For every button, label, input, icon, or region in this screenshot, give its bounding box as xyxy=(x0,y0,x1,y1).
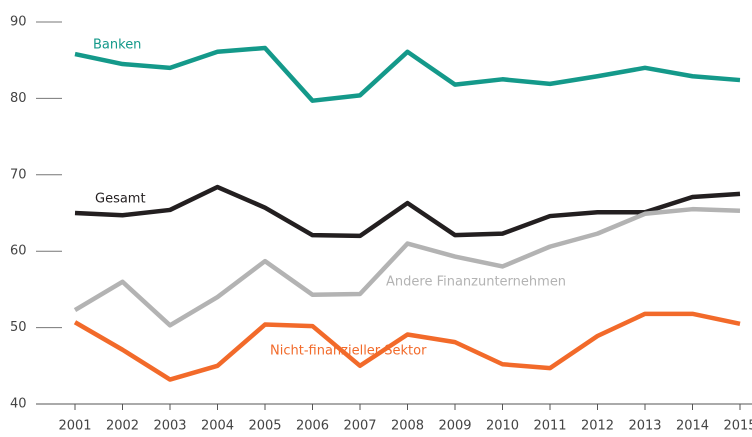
x-tick-label: 2004 xyxy=(201,419,234,434)
x-tick-label: 2005 xyxy=(248,419,281,434)
y-tick-label: 70 xyxy=(10,167,27,182)
x-tick-label: 2002 xyxy=(106,419,139,434)
x-tick-label: 2014 xyxy=(676,419,709,434)
x-tick-label: 2007 xyxy=(343,419,376,434)
x-tick-label: 2012 xyxy=(581,419,614,434)
y-tick-label: 50 xyxy=(10,320,27,335)
series-line xyxy=(74,184,741,239)
series-label: Banken xyxy=(93,38,141,53)
x-tick-label: 2010 xyxy=(486,419,519,434)
x-tick-label: 2001 xyxy=(58,419,91,434)
y-tick-label: 60 xyxy=(10,244,27,259)
series-label: Andere Finanzunternehmen xyxy=(386,275,566,290)
y-tick-label: 40 xyxy=(10,397,27,412)
series-label: Nicht-finanzieller Sektor xyxy=(270,344,427,359)
x-tick-label: 2013 xyxy=(628,419,661,434)
x-tick-label: 2006 xyxy=(296,419,329,434)
x-tick-label: 2003 xyxy=(153,419,186,434)
series-label: Gesamt xyxy=(95,192,146,207)
x-tick-label: 2008 xyxy=(391,419,424,434)
y-tick-label: 90 xyxy=(10,15,27,30)
x-tick-label: 2011 xyxy=(533,419,566,434)
series-line xyxy=(74,45,741,103)
y-tick-label: 80 xyxy=(10,91,27,106)
x-tick-label: 2015 xyxy=(723,419,752,434)
series-line xyxy=(73,311,741,382)
series-line xyxy=(73,206,741,328)
x-tick-label: 2009 xyxy=(438,419,471,434)
